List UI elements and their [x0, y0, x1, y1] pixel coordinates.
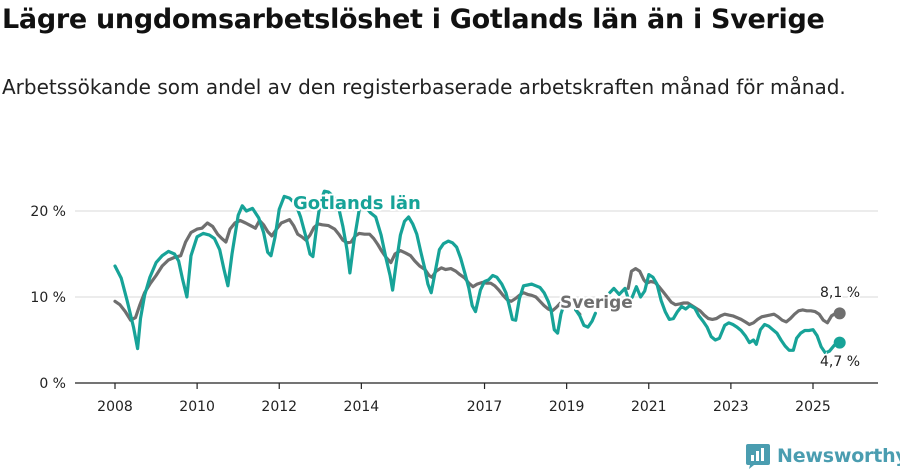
y-tick-label: 20 %	[30, 204, 66, 220]
x-tick-label: 2023	[713, 399, 749, 415]
end-label-sverige: 8,1 %	[820, 285, 860, 301]
newsworthy-logo-icon	[746, 444, 770, 469]
end-label-gotland: 4,7 %	[820, 354, 860, 370]
x-tick-label: 2010	[179, 399, 215, 415]
line-chart: 0 % 10 % 20 % 2008 2010 2012 2014 2017 2019 2021 2…	[30, 189, 878, 415]
series-line-gotland	[113, 189, 567, 351]
series-line-gotland	[574, 308, 597, 329]
series-line-sverige	[626, 267, 842, 327]
x-tick-label: 2025	[795, 399, 831, 415]
series-label-gotland: Gotlands län	[293, 193, 421, 214]
y-tick-label: 0 %	[39, 376, 66, 392]
x-tick-label: 2014	[344, 399, 380, 415]
y-tick-label: 10 %	[30, 290, 66, 306]
series-line-gotland	[608, 273, 842, 355]
series-label-sverige: Sverige	[560, 293, 633, 313]
newsworthy-logo: Newsworthy	[745, 442, 900, 470]
chart-title: Lägre ungdomsarbetslöshet i Gotlands län…	[2, 4, 825, 35]
chart-subtitle: Arbetssökande som andel av den registerb…	[2, 75, 846, 99]
x-tick-label: 2012	[261, 399, 297, 415]
series-line-sverige	[113, 218, 563, 322]
x-tick-label: 2019	[549, 399, 585, 415]
newsworthy-logo-text: Newsworthy	[777, 445, 900, 467]
x-tick-label: 2021	[631, 399, 667, 415]
end-point-gotland	[833, 336, 846, 349]
x-tick-label: 2008	[97, 399, 133, 415]
x-tick-label: 2017	[467, 399, 503, 415]
end-point-sverige	[833, 307, 846, 320]
